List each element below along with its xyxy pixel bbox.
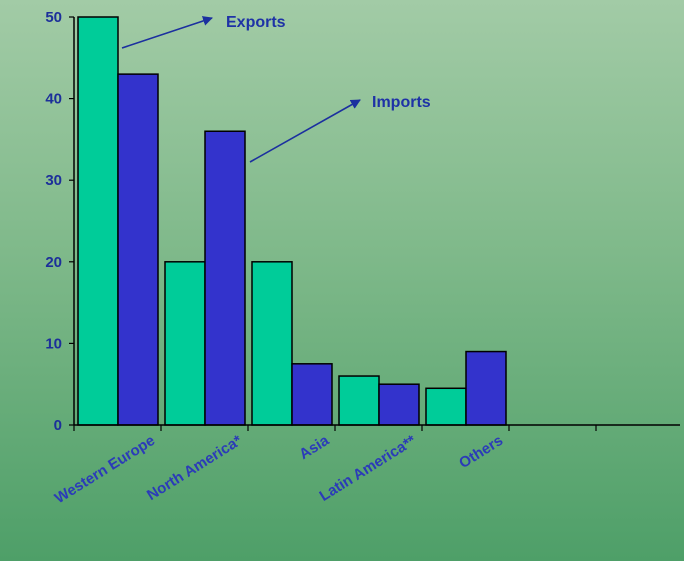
y-tick-label-30: 30 — [45, 172, 62, 189]
exports-arrow — [121, 16, 213, 49]
y-axis-labels: 0 10 20 30 40 50 — [45, 9, 62, 434]
bars — [77, 16, 507, 426]
y-axis-ticks — [69, 16, 74, 426]
imports-arrow — [249, 99, 361, 163]
imports-annotation-label: Imports — [372, 94, 431, 111]
bar-exports-north-america — [164, 261, 206, 426]
bar-imports-asia — [291, 363, 333, 426]
category-label-western-europe: Western Europe — [52, 432, 158, 507]
bar-exports-asia — [251, 261, 293, 426]
y-tick-label-10: 10 — [45, 335, 62, 352]
exports-annotation: Exports — [121, 14, 286, 49]
category-label-asia: Asia — [296, 432, 332, 464]
bar-exports-western-europe — [77, 16, 119, 426]
bar-exports-others — [425, 387, 467, 426]
y-tick-label-50: 50 — [45, 9, 62, 26]
imports-annotation: Imports — [249, 94, 431, 163]
bar-imports-western-europe — [117, 73, 159, 426]
x-axis-ticks — [73, 425, 597, 431]
bar-imports-north-america — [204, 130, 246, 426]
exports-annotation-label: Exports — [226, 14, 286, 31]
bar-imports-others — [465, 350, 507, 426]
bar-imports-latin-america — [378, 383, 420, 426]
bar-exports-latin-america — [338, 375, 380, 426]
category-label-north-america: North America* — [144, 432, 245, 504]
y-tick-label-0: 0 — [54, 417, 62, 434]
category-label-others: Others — [456, 432, 506, 472]
category-label-latin-america: Latin America** — [317, 432, 420, 505]
y-tick-label-20: 20 — [45, 254, 62, 271]
y-tick-label-40: 40 — [45, 91, 62, 108]
